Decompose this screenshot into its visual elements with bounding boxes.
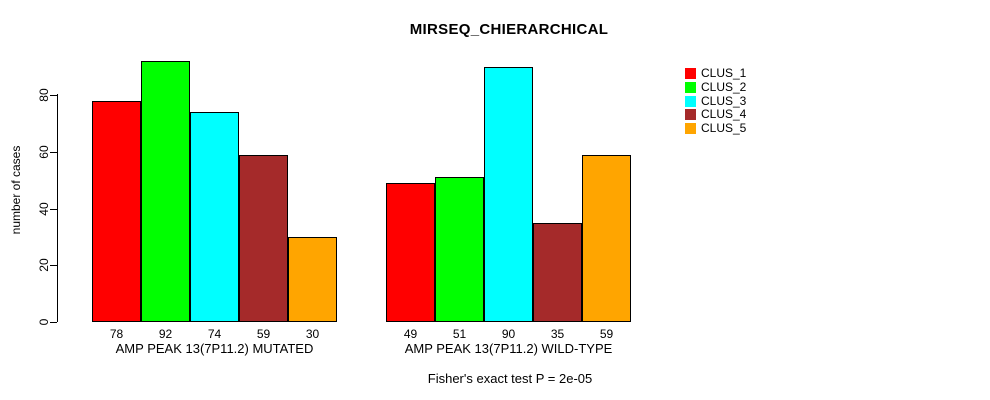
legend-label: CLUS_4 — [701, 107, 747, 121]
legend-item: CLUS_4 — [685, 108, 746, 120]
bar-value-label: 59 — [599, 327, 614, 341]
bar-value-label: 90 — [501, 327, 516, 341]
legend-label: CLUS_5 — [701, 121, 747, 135]
bar-value-label: 74 — [207, 327, 222, 341]
legend-swatch-icon — [685, 108, 696, 120]
y-tick — [50, 265, 57, 266]
y-tick — [50, 152, 57, 153]
legend-label: CLUS_2 — [701, 80, 747, 94]
bar-CLUS_2 — [141, 61, 190, 322]
bar-value-label: 92 — [158, 327, 173, 341]
bar-value-label: 78 — [109, 327, 124, 341]
legend-label: CLUS_3 — [701, 94, 747, 108]
fisher-test-annotation: Fisher's exact test P = 2e-05 — [427, 371, 593, 386]
legend-label: CLUS_1 — [701, 66, 747, 80]
y-tick — [50, 95, 57, 96]
legend-item: CLUS_5 — [685, 122, 746, 134]
bar-CLUS_3 — [190, 112, 239, 322]
bar-value-label: 30 — [305, 327, 320, 341]
bar-CLUS_3 — [484, 67, 533, 322]
legend-item: CLUS_1 — [685, 67, 746, 79]
legend-item: CLUS_3 — [685, 95, 746, 107]
y-axis-title: number of cases — [9, 145, 23, 235]
y-tick-label: 60 — [37, 145, 51, 159]
y-tick-label: 40 — [37, 202, 51, 216]
group-label: AMP PEAK 13(7P11.2) MUTATED — [115, 341, 314, 356]
y-tick-label: 20 — [37, 258, 51, 272]
bar-CLUS_2 — [435, 177, 484, 322]
legend-item: CLUS_2 — [685, 81, 746, 93]
bar-value-label: 49 — [403, 327, 418, 341]
legend-swatch-icon — [685, 122, 696, 134]
bar-CLUS_4 — [239, 155, 288, 322]
group-label: AMP PEAK 13(7P11.2) WILD-TYPE — [404, 341, 613, 356]
bar-CLUS_5 — [582, 155, 631, 322]
y-tick — [50, 322, 57, 323]
bar-CLUS_4 — [533, 223, 582, 322]
chart-title: MIRSEQ_CHIERARCHICAL — [409, 21, 609, 38]
y-tick-label: 0 — [37, 318, 51, 326]
bar-CLUS_1 — [386, 183, 435, 322]
legend-swatch-icon — [685, 67, 696, 79]
legend-swatch-icon — [685, 95, 696, 107]
bar-CLUS_5 — [288, 237, 337, 322]
legend-swatch-icon — [685, 81, 696, 93]
bar-value-label: 51 — [452, 327, 467, 341]
y-tick — [50, 209, 57, 210]
bar-CLUS_1 — [92, 101, 141, 322]
y-tick-label: 80 — [37, 88, 51, 102]
bar-value-label: 35 — [550, 327, 565, 341]
y-axis-line — [57, 94, 58, 322]
bar-value-label: 59 — [256, 327, 271, 341]
